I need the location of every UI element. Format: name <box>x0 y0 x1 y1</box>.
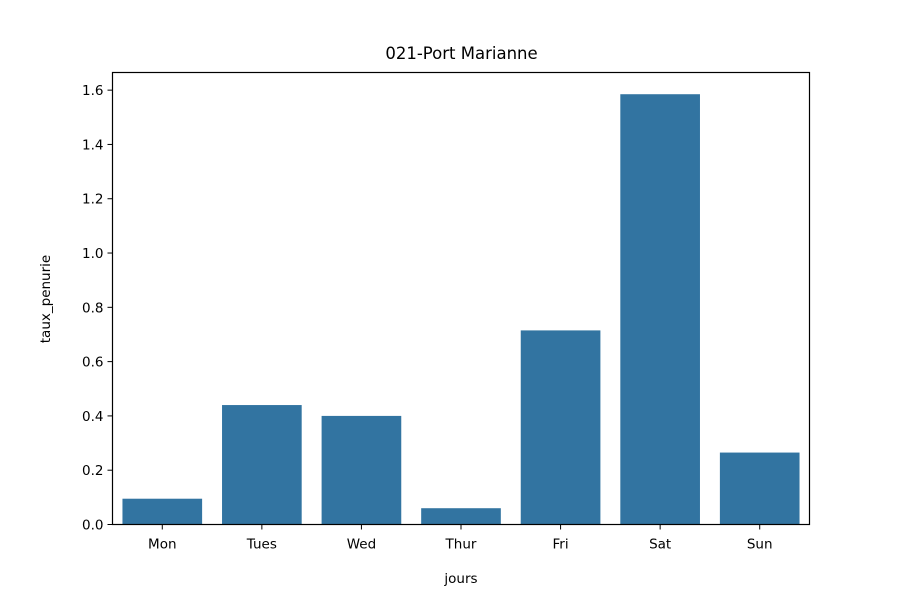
y-tick-label: 1.4 <box>82 137 103 153</box>
plot-frame <box>111 71 811 526</box>
y-tick-label: 1.2 <box>82 192 103 208</box>
x-tick-label: Fri <box>553 537 569 553</box>
y-tick-label: 0.6 <box>82 355 103 371</box>
bar-thur <box>421 508 501 525</box>
bar-tues <box>222 405 302 525</box>
y-tick-label: 0.2 <box>82 463 103 479</box>
y-axis-label: taux_penurie <box>38 255 54 343</box>
x-axis: Mon Tues Wed Thur Fri Sat Sun <box>148 524 773 553</box>
x-tick-label: Tues <box>246 537 277 553</box>
x-tick-label: Sun <box>747 537 773 553</box>
x-tick-label: Sat <box>649 537 671 553</box>
y-tick-label: 1.0 <box>82 246 103 262</box>
x-tick-label: Mon <box>148 537 176 553</box>
bar-mon <box>122 498 203 525</box>
x-axis-label: jours <box>443 571 477 587</box>
x-tick-label: Thur <box>445 537 477 553</box>
y-tick-label: 1.6 <box>82 83 103 99</box>
y-tick-label: 0.4 <box>82 409 103 425</box>
y-tick-label: 0.8 <box>82 300 103 316</box>
bar-sun <box>719 452 800 525</box>
bars-group <box>122 94 800 525</box>
chart-title: 021-Port Marianne <box>385 44 537 63</box>
bar-fri <box>520 330 601 525</box>
bar-sat <box>620 94 700 525</box>
y-tick-label: 0.0 <box>82 518 103 534</box>
x-tick-label: Wed <box>347 537 376 553</box>
bar-wed <box>321 415 402 525</box>
y-axis: 0.0 0.2 0.4 0.6 0.8 1.0 1.2 1.4 1.6 <box>82 83 113 534</box>
